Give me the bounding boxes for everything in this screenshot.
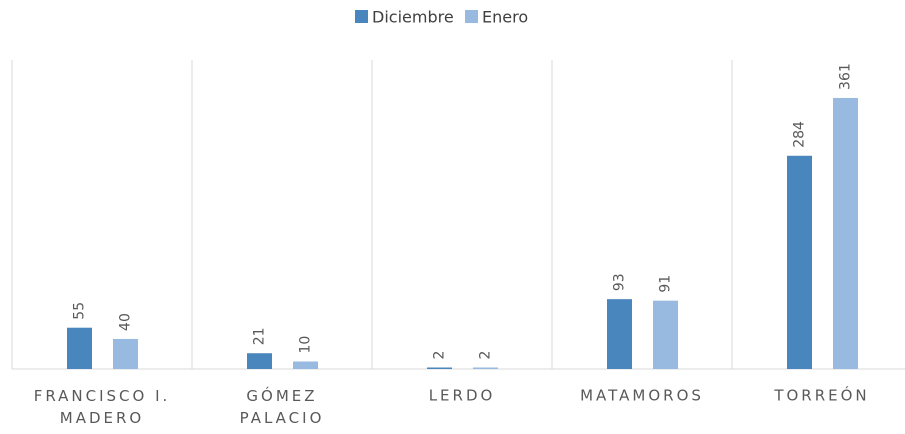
legend-swatch bbox=[355, 10, 368, 23]
legend-swatch bbox=[465, 10, 478, 23]
bar bbox=[473, 367, 498, 369]
bar bbox=[67, 327, 92, 369]
x-tick-label: GÓMEZ PALACIO bbox=[240, 386, 325, 427]
bar bbox=[247, 353, 272, 369]
data-label: 21 bbox=[252, 327, 268, 345]
bar bbox=[427, 367, 452, 369]
data-label: 2 bbox=[432, 351, 448, 360]
legend-label: Enero bbox=[482, 8, 528, 27]
x-tick-label: LERDO bbox=[429, 387, 496, 405]
data-label: 10 bbox=[298, 336, 314, 354]
data-label: 284 bbox=[792, 121, 808, 148]
legend-label: Diciembre bbox=[372, 8, 454, 27]
data-label: 55 bbox=[72, 302, 88, 320]
bar bbox=[113, 338, 138, 369]
bar bbox=[787, 155, 812, 369]
data-label: 361 bbox=[838, 63, 854, 90]
data-label: 2 bbox=[478, 351, 494, 360]
bar bbox=[293, 361, 318, 369]
x-tick-label: FRANCISCO I. MADERO bbox=[34, 387, 171, 427]
data-label: 40 bbox=[118, 313, 134, 331]
bar bbox=[833, 97, 858, 370]
data-label: 93 bbox=[612, 273, 628, 291]
x-tick-label: MATAMOROS bbox=[580, 387, 704, 405]
data-label: 91 bbox=[658, 275, 674, 293]
x-tick-label: TORREÓN bbox=[773, 386, 869, 405]
bar bbox=[653, 300, 678, 369]
bar bbox=[607, 299, 632, 369]
